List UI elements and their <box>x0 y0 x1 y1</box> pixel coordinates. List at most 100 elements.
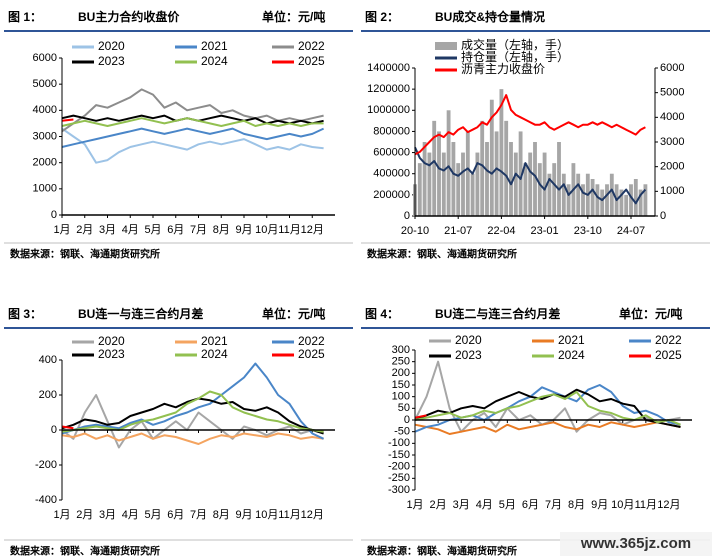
y-tick-label: 600000 <box>373 146 410 158</box>
series-line <box>414 388 681 428</box>
bar <box>489 99 494 216</box>
series-line <box>414 384 681 433</box>
x-tick-label: 1月 <box>53 224 70 236</box>
legend-label: 2024 <box>201 347 228 361</box>
series-line <box>61 390 324 433</box>
y2-tick-label: 6000 <box>660 62 684 74</box>
x-tick-label: 11月 <box>635 499 657 511</box>
header-rule <box>4 30 353 32</box>
y-tick-label: 4000 <box>33 104 57 116</box>
x-tick-label: 3月 <box>99 224 116 236</box>
legend-label: 2022 <box>298 39 325 53</box>
y-tick-label: 0 <box>404 210 410 222</box>
x-tick-label: 11月 <box>278 509 300 521</box>
x-tick-label: 2月 <box>76 224 93 236</box>
bar <box>417 163 422 216</box>
y-tick-label: 1000 <box>33 183 57 195</box>
x-tick-label: 8月 <box>213 509 230 521</box>
bar <box>461 152 465 216</box>
header-rule <box>361 30 710 32</box>
x-tick-label: 2月 <box>430 499 447 511</box>
x-tick-label: 10月 <box>611 499 634 511</box>
legend-label: 2023 <box>98 347 125 361</box>
bar <box>456 163 461 216</box>
x-tick-label: 7月 <box>190 224 207 236</box>
series-line <box>414 146 647 205</box>
y-tick-label: -400 <box>35 494 57 506</box>
legend-label: 2021 <box>201 334 228 348</box>
watermark: www.365jz.com <box>580 535 691 552</box>
x-tick-label: 1月 <box>53 509 70 521</box>
bar <box>432 120 437 216</box>
x-tick-label: 6月 <box>167 224 184 236</box>
bar <box>441 152 446 216</box>
x-tick-label: 6月 <box>167 509 184 521</box>
series-line <box>61 362 325 440</box>
y-tick-label: 200 <box>392 367 410 379</box>
legend-label: 2025 <box>298 54 325 68</box>
y-tick-label: 0 <box>404 414 410 426</box>
y-tick-label: 100 <box>392 391 410 403</box>
bar <box>518 131 523 216</box>
legend-label: 2024 <box>558 348 585 362</box>
y-tick-label: -200 <box>388 461 410 473</box>
y-tick-label: 400000 <box>373 168 410 180</box>
x-tick-label: 3月 <box>99 509 116 521</box>
y-tick-label: 5000 <box>33 78 57 90</box>
bar <box>465 131 470 216</box>
y-tick-label: 0 <box>51 209 57 221</box>
legend-label: 2025 <box>298 347 325 361</box>
series-line <box>414 94 646 156</box>
y-tick-label: -250 <box>388 472 410 484</box>
x-tick-label: 7月 <box>190 509 207 521</box>
y-tick-label: 200000 <box>373 189 410 201</box>
unit-label: 单位：元/吨 <box>262 9 325 24</box>
watermark-box <box>560 532 712 556</box>
legend-label: 2025 <box>655 348 682 362</box>
bar <box>480 120 485 216</box>
bar <box>557 142 561 216</box>
series-line <box>414 414 427 419</box>
y-tick-label: -150 <box>388 449 410 461</box>
series-line <box>61 394 324 449</box>
x-tick-label: 4月 <box>122 224 139 236</box>
series-line <box>61 117 324 127</box>
series-line <box>61 432 324 445</box>
figure-label: 图 4： <box>365 307 399 321</box>
legend-label: 2021 <box>201 39 228 53</box>
y-tick-label: 1000000 <box>367 104 410 116</box>
legend-label: 2023 <box>98 54 125 68</box>
bar <box>605 184 609 216</box>
x-tick-label: 12月 <box>301 509 324 521</box>
unit-label: 单位：元/吨 <box>619 306 682 321</box>
y-tick-label: 0 <box>51 424 57 436</box>
y-tick-label: -100 <box>388 437 410 449</box>
chart-title: BU主力合约收盘价 <box>78 9 180 24</box>
series-line <box>61 118 74 122</box>
x-tick-label: 9月 <box>235 509 252 521</box>
x-tick-label: 12月 <box>301 224 324 236</box>
series-line <box>414 391 681 426</box>
x-tick-label: 4月 <box>476 499 493 511</box>
bar <box>561 173 566 216</box>
figure-label: 图 3： <box>8 307 42 321</box>
chart-title: BU连二与连三合约月差 <box>435 306 560 321</box>
bar <box>600 189 605 216</box>
bar <box>504 120 509 216</box>
source-note: 数据来源：钢联、海通期货研究所 <box>367 545 517 558</box>
x-tick-label: 8月 <box>568 499 585 511</box>
bar <box>533 142 537 216</box>
x-tick-label: 1月 <box>406 499 423 511</box>
x-tick-label: 11月 <box>278 224 300 236</box>
x-tick-label: 5月 <box>144 224 161 236</box>
source-note: 数据来源：钢联、海通期货研究所 <box>367 248 517 261</box>
x-tick-label: 22-04 <box>487 225 515 237</box>
bar <box>643 184 648 216</box>
bar <box>422 142 427 216</box>
bar <box>542 152 547 216</box>
bar <box>499 89 504 216</box>
bar <box>547 173 552 216</box>
bar <box>552 163 557 216</box>
bar <box>595 184 600 216</box>
